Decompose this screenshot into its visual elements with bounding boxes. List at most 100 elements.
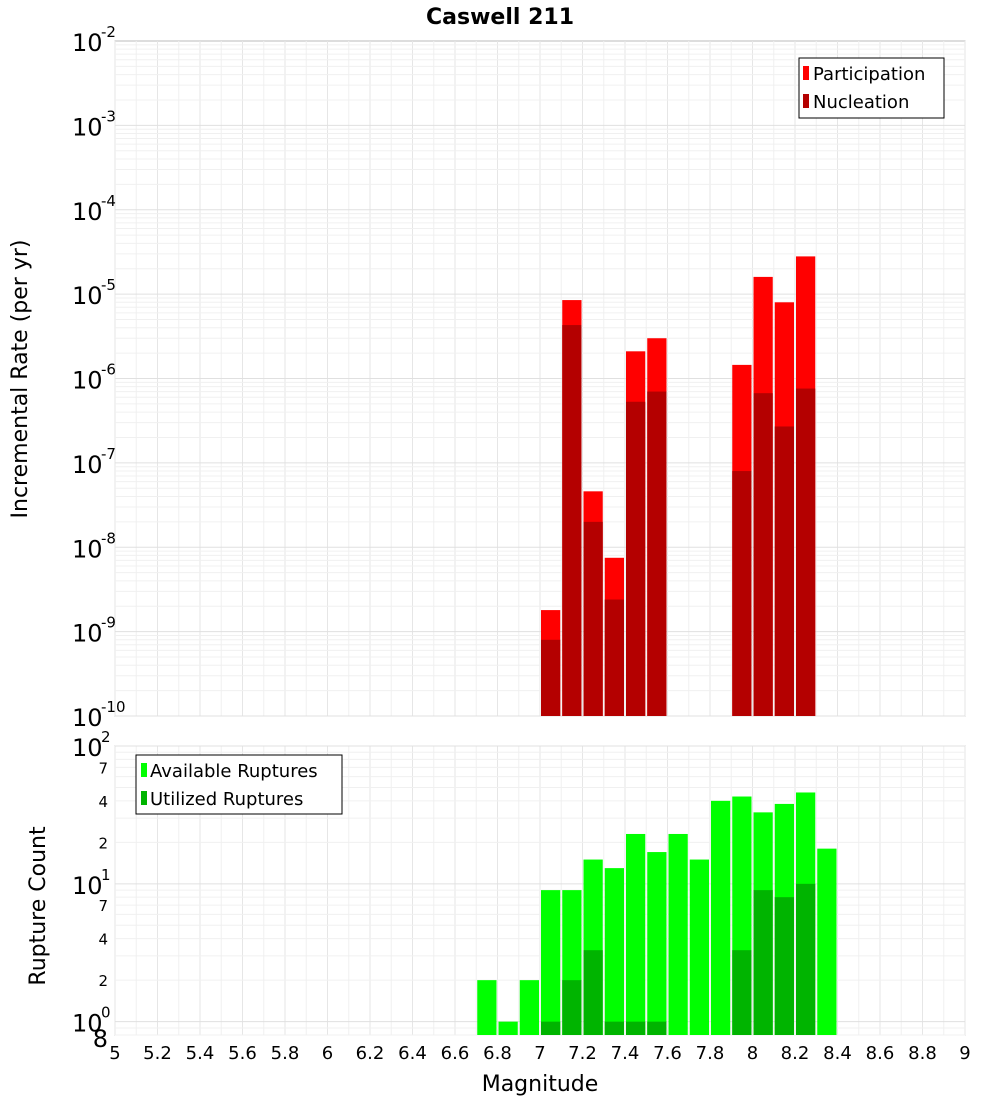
x-tick-label: 7.8 bbox=[696, 1043, 725, 1064]
y-tick-base: 10 bbox=[72, 535, 103, 563]
bar-nucleation-8.25 bbox=[796, 388, 816, 716]
bottom-legend-box bbox=[135, 754, 343, 815]
x-tick-labels: 5 5.2 5.4 5.6 5.8 6 6.2 6.4 6.6 6.8 7 7.2 7.4 7.6 7.8 8… bbox=[109, 1043, 970, 1064]
y-minor-tick-label: 4 bbox=[98, 931, 108, 949]
x-tick-label: 5.2 bbox=[143, 1043, 172, 1064]
y-tick-exponent: -2 bbox=[101, 23, 116, 41]
bar-nucleation-7.15 bbox=[562, 325, 582, 716]
x-tick-label: 7 bbox=[534, 1043, 545, 1064]
top-bars bbox=[541, 256, 816, 716]
bar-nucleation-7.05 bbox=[541, 639, 561, 716]
y-tick-base: 10 bbox=[72, 29, 103, 57]
y-minor-tick-label: 8 bbox=[93, 1025, 108, 1053]
y-tick-base: 10 bbox=[72, 113, 103, 141]
bar-nucleation-8.05 bbox=[753, 393, 773, 716]
top-y-axis-title: Incremental Rate (per yr) bbox=[8, 240, 33, 519]
legend-swatch-available-ruptures bbox=[141, 763, 147, 777]
y-minor-tick-label: 7 bbox=[98, 897, 108, 915]
x-tick-label: 8 bbox=[747, 1043, 758, 1064]
x-tick-label: 6 bbox=[322, 1043, 333, 1064]
top-legend: Participation Nucleation bbox=[798, 57, 945, 119]
bar-nucleation-7.55 bbox=[647, 391, 667, 716]
bar-available-8.35 bbox=[817, 848, 837, 1035]
y-minor-tick-label: 2 bbox=[98, 972, 108, 990]
bar-utilized-7.25 bbox=[583, 950, 603, 1035]
x-tick-label: 5.8 bbox=[271, 1043, 300, 1064]
x-tick-label: 7.4 bbox=[611, 1043, 640, 1064]
y-minor-tick-label: 7 bbox=[98, 759, 108, 777]
x-tick-label: 5.6 bbox=[228, 1043, 257, 1064]
bottom-legend: Available Ruptures Utilized Ruptures bbox=[135, 754, 343, 815]
bar-available-6.85 bbox=[498, 1021, 518, 1035]
bar-utilized-7.55 bbox=[647, 1021, 667, 1035]
y-tick-label: 102 bbox=[72, 728, 111, 762]
bar-utilized-7.05 bbox=[541, 1021, 561, 1035]
y-tick-label: 10-2 bbox=[72, 23, 116, 57]
y-minor-tick-label: 2 bbox=[98, 834, 108, 852]
y-tick-exponent: 0 bbox=[101, 1004, 111, 1022]
x-tick-label: 8.8 bbox=[908, 1043, 937, 1064]
bar-available-6.75 bbox=[477, 980, 497, 1035]
y-tick-exponent: -7 bbox=[101, 445, 116, 463]
top-grid bbox=[114, 41, 966, 717]
x-tick-label: 6.2 bbox=[356, 1043, 385, 1064]
bar-utilized-7.45 bbox=[626, 1021, 646, 1035]
legend-label-participation: Participation bbox=[813, 64, 925, 85]
x-tick-label: 6.4 bbox=[398, 1043, 427, 1064]
y-tick-label: 10-5 bbox=[72, 276, 116, 310]
y-tick-base: 10 bbox=[72, 198, 103, 226]
legend-label-available-ruptures: Available Ruptures bbox=[150, 761, 318, 782]
y-tick-base: 10 bbox=[72, 451, 103, 479]
legend-label-nucleation: Nucleation bbox=[813, 92, 909, 113]
y-tick-label: 10-6 bbox=[72, 361, 116, 395]
y-tick-label: 10-3 bbox=[72, 107, 116, 141]
bar-nucleation-8.15 bbox=[774, 426, 794, 716]
y-tick-base: 10 bbox=[72, 1010, 103, 1038]
y-tick-label: 10-10 bbox=[72, 698, 126, 732]
y-tick-exponent: -3 bbox=[101, 107, 116, 125]
bottom-bars bbox=[477, 792, 837, 1035]
legend-label-utilized-ruptures: Utilized Ruptures bbox=[150, 789, 303, 810]
y-minor-tick-label: 4 bbox=[98, 793, 108, 811]
legend-swatch-nucleation bbox=[803, 94, 809, 108]
y-tick-exponent: -4 bbox=[101, 192, 116, 210]
y-tick-base: 10 bbox=[72, 620, 103, 648]
legend-swatch-utilized-ruptures bbox=[141, 791, 147, 805]
bar-utilized-8.25 bbox=[796, 883, 816, 1035]
x-tick-label: 6.6 bbox=[441, 1043, 470, 1064]
y-tick-base: 10 bbox=[72, 734, 103, 762]
y-tick-label: 101 bbox=[72, 866, 111, 900]
y-tick-base: 10 bbox=[72, 872, 103, 900]
bar-available-7.75 bbox=[689, 859, 709, 1035]
y-tick-exponent: 2 bbox=[101, 728, 111, 746]
bar-nucleation-7.95 bbox=[732, 471, 752, 716]
x-tick-label: 5 bbox=[109, 1043, 120, 1064]
y-tick-label: 10-8 bbox=[72, 529, 116, 563]
y-tick-exponent: -10 bbox=[101, 698, 126, 716]
bar-nucleation-7.35 bbox=[604, 599, 624, 716]
bar-available-7.45 bbox=[626, 833, 646, 1035]
x-tick-label: 7.6 bbox=[653, 1043, 682, 1064]
x-axis-title: Magnitude bbox=[482, 1072, 599, 1097]
x-tick-label: 7.2 bbox=[568, 1043, 597, 1064]
top-legend-box bbox=[798, 57, 945, 119]
y-tick-label: 10-4 bbox=[72, 192, 116, 226]
x-tick-label: 8.4 bbox=[823, 1043, 852, 1064]
bar-available-7.85 bbox=[711, 800, 731, 1035]
bottom-y-axis-title: Rupture Count bbox=[26, 826, 51, 986]
bar-nucleation-7.25 bbox=[583, 521, 603, 716]
y-tick-label: 10-7 bbox=[72, 445, 116, 479]
bar-available-6.95 bbox=[519, 980, 539, 1035]
bar-utilized-7.95 bbox=[732, 950, 752, 1035]
bar-utilized-8.05 bbox=[753, 890, 773, 1035]
x-tick-label: 5.4 bbox=[186, 1043, 215, 1064]
bar-utilized-7.15 bbox=[562, 980, 582, 1035]
bar-utilized-7.35 bbox=[604, 1021, 624, 1035]
bar-utilized-8.15 bbox=[774, 897, 794, 1035]
bar-nucleation-7.45 bbox=[626, 401, 646, 716]
chart-title: Caswell 211 bbox=[426, 5, 574, 30]
